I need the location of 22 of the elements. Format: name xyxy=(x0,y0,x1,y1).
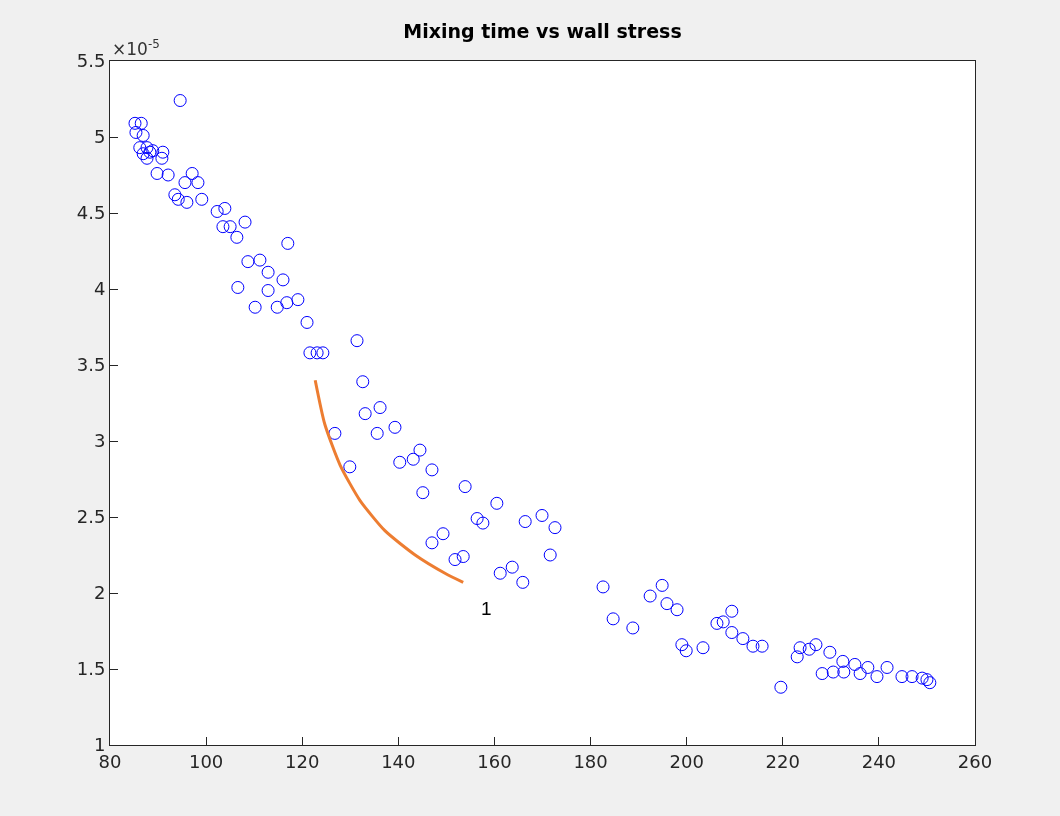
y-tick-label: 2.5 xyxy=(76,506,106,528)
y-tick-label: 2 xyxy=(93,582,106,604)
y-tick-label: 3.5 xyxy=(76,354,106,376)
x-tick-label: 160 xyxy=(477,750,512,772)
y-tick-label: 5.5 xyxy=(76,50,106,72)
y-tick-label: 4 xyxy=(93,278,106,300)
text: ×10$^{-5}$ xyxy=(112,37,160,60)
x-tick-label: 140 xyxy=(381,750,416,772)
line-series xyxy=(313,378,465,584)
y-tick-label: 3 xyxy=(93,430,106,452)
annotation: 1 xyxy=(481,598,492,619)
y-tick-label: 5 xyxy=(93,126,106,148)
y-tick-label: 1.5 xyxy=(76,658,106,680)
x-tick-label: 220 xyxy=(765,750,800,772)
x-tick-label: 180 xyxy=(573,750,608,772)
x-tick-label: 120 xyxy=(285,750,320,772)
chart-title: Mixing time vs wall stress xyxy=(403,19,682,42)
x-tick-label: 260 xyxy=(957,750,993,772)
y-tick-label: 4.5 xyxy=(76,202,106,224)
x-tick-label: 100 xyxy=(188,750,224,772)
x-tick-label: 240 xyxy=(861,750,897,772)
x-tick-label: 200 xyxy=(669,750,704,772)
